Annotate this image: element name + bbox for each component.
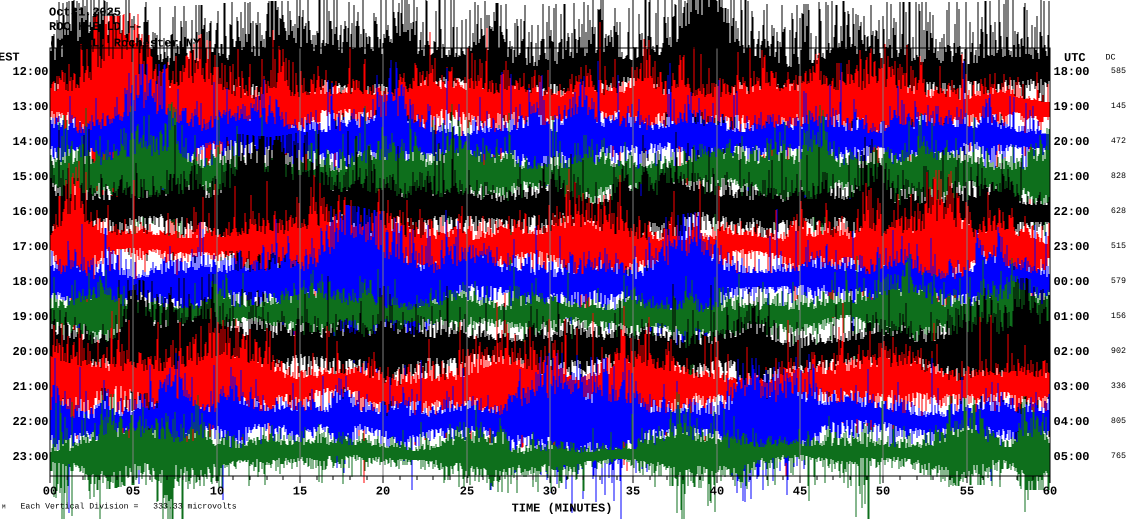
svg-text:585: 585 <box>1111 66 1126 76</box>
svg-text:472: 472 <box>1111 136 1126 146</box>
svg-text:579: 579 <box>1111 276 1126 286</box>
svg-text:19:00: 19:00 <box>1054 100 1090 114</box>
svg-text:00:00: 00:00 <box>1054 275 1090 289</box>
svg-text:17:00: 17:00 <box>12 240 48 254</box>
svg-text:19:00: 19:00 <box>12 310 48 324</box>
svg-text:23:00: 23:00 <box>1054 240 1090 254</box>
svg-text:ROC HHE LD --: ROC HHE LD -- <box>49 20 143 34</box>
svg-text:23:00: 23:00 <box>12 450 48 464</box>
svg-text:18:00: 18:00 <box>12 275 48 289</box>
svg-text:628: 628 <box>1111 206 1126 216</box>
svg-text:02:00: 02:00 <box>1054 345 1090 359</box>
svg-text:04:00: 04:00 <box>1054 415 1090 429</box>
svg-text:UTC: UTC <box>1064 51 1086 65</box>
svg-text:TIME (MINUTES): TIME (MINUTES) <box>512 502 613 516</box>
svg-text:145: 145 <box>1111 101 1126 111</box>
svg-text:Each Vertical Division = 333: Each Vertical Division = 333.33 microvol… <box>21 503 237 512</box>
svg-text:15:00: 15:00 <box>12 170 48 184</box>
svg-text:DC: DC <box>1106 53 1116 63</box>
svg-text:902: 902 <box>1111 346 1126 356</box>
svg-text:01:00: 01:00 <box>1054 310 1090 324</box>
svg-text:05: 05 <box>126 485 140 499</box>
svg-text:50: 50 <box>876 485 890 499</box>
svg-text:M: M <box>2 504 6 511</box>
svg-text:03:00: 03:00 <box>1054 380 1090 394</box>
svg-text:336: 336 <box>1111 381 1126 391</box>
svg-text:12:00: 12:00 <box>12 65 48 79</box>
svg-text:(UR B&L, Rochester,NY): (UR B&L, Rochester,NY) <box>49 37 207 51</box>
svg-text:515: 515 <box>1111 241 1126 251</box>
svg-text:828: 828 <box>1111 171 1126 181</box>
svg-text:18:00: 18:00 <box>1054 65 1090 79</box>
svg-text:14:00: 14:00 <box>12 135 48 149</box>
svg-text:EST: EST <box>0 51 20 65</box>
svg-text:805: 805 <box>1111 416 1126 426</box>
svg-text:13:00: 13:00 <box>12 100 48 114</box>
svg-text:20:00: 20:00 <box>1054 135 1090 149</box>
svg-text:Oct31,2025: Oct31,2025 <box>49 6 121 20</box>
svg-text:15: 15 <box>293 485 307 499</box>
svg-text:25: 25 <box>460 485 474 499</box>
svg-text:22:00: 22:00 <box>1054 205 1090 219</box>
svg-text:40: 40 <box>710 485 724 499</box>
svg-text:30: 30 <box>543 485 557 499</box>
svg-text:20: 20 <box>376 485 390 499</box>
svg-text:765: 765 <box>1111 451 1126 461</box>
svg-text:55: 55 <box>960 485 974 499</box>
svg-text:20:00: 20:00 <box>12 345 48 359</box>
svg-text:10: 10 <box>210 485 224 499</box>
svg-text:00: 00 <box>43 485 57 499</box>
svg-text:60: 60 <box>1043 485 1057 499</box>
svg-text:45: 45 <box>793 485 807 499</box>
svg-text:35: 35 <box>626 485 640 499</box>
svg-text:156: 156 <box>1111 311 1126 321</box>
svg-text:22:00: 22:00 <box>12 415 48 429</box>
svg-text:16:00: 16:00 <box>12 205 48 219</box>
svg-text:21:00: 21:00 <box>12 380 48 394</box>
svg-text:21:00: 21:00 <box>1054 170 1090 184</box>
svg-text:05:00: 05:00 <box>1054 450 1090 464</box>
